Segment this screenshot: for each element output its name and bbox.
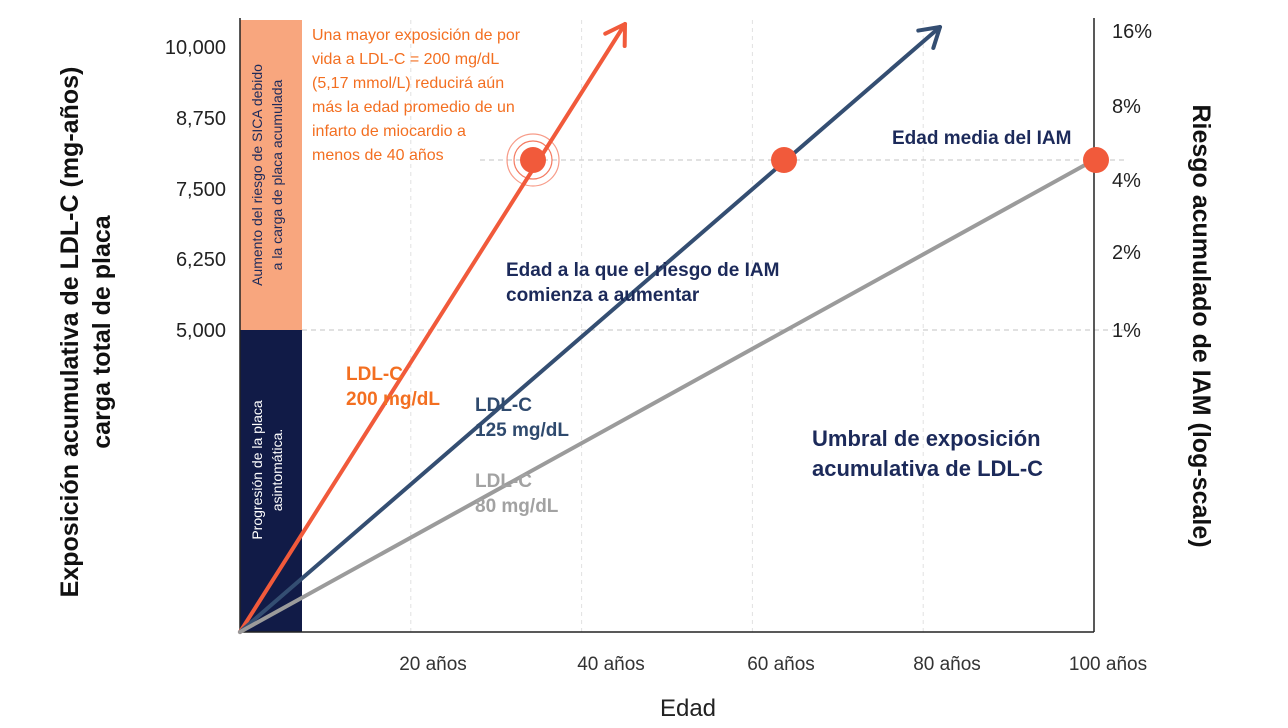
mi-age-marker <box>1083 147 1109 173</box>
asymptomatic-band-label-line2: asintomática. <box>269 429 285 511</box>
ticks-group: 20 años 40 años 60 años 80 años 100 años 10,0… <box>165 21 1152 675</box>
series-line <box>238 25 942 634</box>
series-label-line1: LDL-C <box>475 395 532 416</box>
y-right-tick-label: 2% <box>1112 242 1141 264</box>
x-tick-label: 40 años <box>577 654 645 675</box>
orange-note: Una mayor exposición de por vida a LDL-C … <box>312 27 521 164</box>
orange-note-line: menos de 40 años <box>312 147 444 164</box>
y-left-tick-label: 5,000 <box>176 320 226 342</box>
edad-media-label: Edad media del IAM <box>892 128 1071 149</box>
bands-group: Aumento del riesgo de SICA debido a la c… <box>240 20 302 632</box>
x-tick-label: 20 años <box>399 654 467 675</box>
umbral-label-line1: Umbral de exposición <box>812 426 1041 451</box>
series-line <box>238 22 627 634</box>
umbral-label-line2: acumulativa de LDL-C <box>812 456 1043 481</box>
marker-ring-inner <box>513 140 553 180</box>
y-left-tick-label: 7,500 <box>176 179 226 201</box>
series-label-line2: 200 mg/dL <box>346 389 440 410</box>
y-right-tick-label: 4% <box>1112 170 1141 192</box>
series-group <box>238 22 1096 634</box>
mi-age-marker <box>771 147 797 173</box>
x-tick-label: 80 años <box>913 654 981 675</box>
y-right-tick-label: 1% <box>1112 320 1141 342</box>
sica-risk-band <box>240 20 302 330</box>
y-right-tick-label: 8% <box>1112 96 1141 118</box>
y-axis-right-title: Riesgo acumulado de IAM (log-scale) <box>1187 104 1215 547</box>
marker-ring-outer <box>506 133 560 187</box>
orange-note-line: (5,17 mmol/L) reducirá aún <box>312 75 504 92</box>
series-arrowhead <box>916 25 942 50</box>
edad-riesgo-label-line1: Edad a la que el riesgo de IAM <box>506 260 779 281</box>
series-label-line2: 125 mg/dL <box>475 420 569 441</box>
series-labels-group: LDL-C 200 mg/dL LDL-C 125 mg/dL LDL-C 80 mg/d… <box>346 364 569 517</box>
orange-note-line: Una mayor exposición de por <box>312 27 521 44</box>
series-label-line1: LDL-C <box>475 471 532 492</box>
grid-group <box>302 20 1124 632</box>
series-arrowhead <box>603 22 627 48</box>
asymptomatic-band-label-line1: Progresión de la placa <box>249 400 265 540</box>
series-label-line1: LDL-C <box>346 364 403 385</box>
x-tick-label: 60 años <box>747 654 815 675</box>
orange-note-line: infarto de miocardio a <box>312 123 466 140</box>
series-line <box>238 158 1096 634</box>
orange-note-line: más la edad promedio de un <box>312 99 515 116</box>
sica-band-label-line2: a la carga de placa acumulada <box>269 79 285 270</box>
y-left-tick-label: 10,000 <box>165 37 226 59</box>
axes-group <box>239 18 1095 633</box>
x-tick-label: 100 años <box>1069 654 1147 675</box>
y-left-tick-label: 8,750 <box>176 108 226 130</box>
x-axis-title: Edad <box>660 695 716 722</box>
y-axis-left-title-line1: Exposición acumulativa de LDL-C (mg-años… <box>56 67 84 598</box>
series-label-line2: 80 mg/dL <box>475 496 559 517</box>
y-left-tick-label: 6,250 <box>176 249 226 271</box>
markers-group <box>506 133 1109 187</box>
edad-riesgo-label-line2: comienza a aumentar <box>506 285 700 306</box>
y-axis-left-title-line2: carga total de placa <box>88 214 116 449</box>
mi-age-marker <box>520 147 546 173</box>
y-right-tick-label: 16% <box>1112 21 1152 43</box>
orange-note-line: vida a LDL-C = 200 mg/dL <box>312 51 499 68</box>
sica-band-label-line1: Aumento del riesgo de SICA debido <box>249 64 265 286</box>
